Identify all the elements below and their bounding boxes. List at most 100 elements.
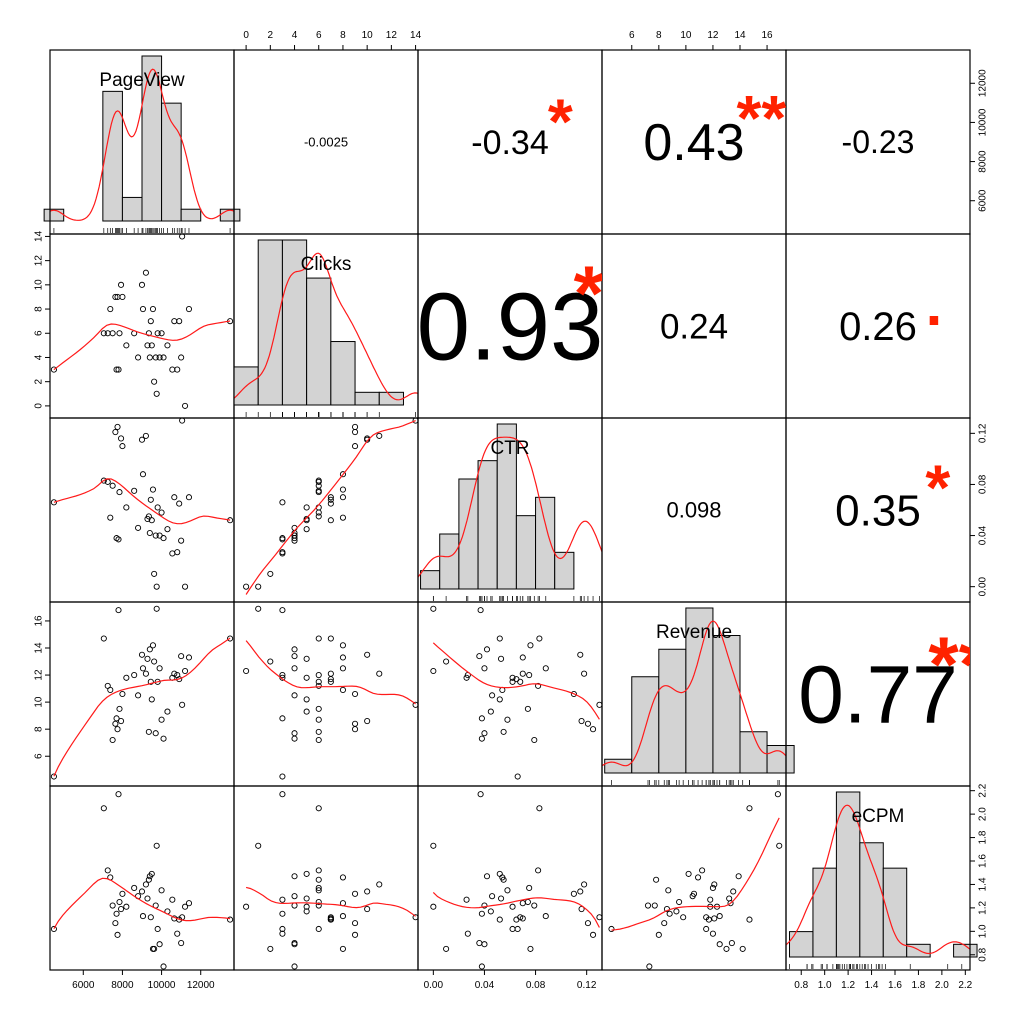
point-Revenue-vs-PageView-3 [107, 686, 114, 693]
correlation-label: -0.0025 [304, 135, 348, 150]
point-eCPM-vs-Revenue-0 [608, 925, 615, 933]
panel-frame [785, 785, 971, 971]
point-eCPM-vs-Clicks-29 [315, 887, 322, 894]
panel-frame [49, 417, 235, 603]
point-eCPM-vs-CTR-1 [536, 805, 543, 812]
point-eCPM-vs-PageView-34 [174, 930, 181, 937]
axis-tick-label: 0.12 [577, 980, 597, 991]
axis-tick-label: 1.4 [865, 980, 879, 991]
point-CTR-vs-PageView-21 [147, 496, 154, 503]
point-CTR-vs-Clicks-15 [364, 436, 371, 443]
hist-bar-Revenue-6 [766, 745, 795, 774]
point-Revenue-vs-CTR-19 [500, 728, 507, 735]
point-eCPM-vs-PageView-40 [227, 916, 234, 923]
point-Clicks-vs-PageView-10 [118, 281, 125, 288]
point-CTR-vs-PageView-39 [185, 494, 193, 501]
point-eCPM-vs-Clicks-17 [376, 881, 383, 888]
point-Revenue-vs-PageView-5 [112, 720, 119, 727]
point-eCPM-vs-PageView-39 [185, 900, 193, 907]
correlation-cell: 0.24 [660, 307, 728, 346]
hist-bar-eCPM-0 [789, 931, 814, 958]
point-Clicks-vs-PageView-23 [149, 306, 157, 313]
point-Revenue-vs-Clicks-8 [279, 607, 286, 614]
point-Clicks-vs-PageView-3 [107, 306, 114, 313]
point-CTR-vs-PageView-36 [178, 537, 185, 544]
point-eCPM-vs-Revenue-29 [665, 887, 672, 894]
point-Revenue-vs-CTR-39 [519, 654, 526, 661]
point-eCPM-vs-Revenue-13 [709, 884, 716, 892]
point-eCPM-vs-PageView-13 [131, 884, 138, 892]
hist-bar-CTR-7 [554, 551, 575, 590]
axis-tick-label: 12 [34, 669, 45, 681]
point-Revenue-vs-PageView-38 [182, 667, 189, 675]
point-Revenue-vs-PageView-12 [123, 674, 130, 681]
point-CTR-vs-PageView-34 [174, 549, 181, 556]
point-Revenue-vs-CTR-22 [496, 696, 503, 703]
point-Clicks-vs-PageView-18 [144, 342, 151, 349]
density-curve-PageView [49, 68, 235, 221]
point-eCPM-vs-PageView-2 [104, 867, 111, 874]
point-eCPM-vs-Clicks-6 [279, 910, 286, 917]
point-Revenue-vs-Clicks-28 [291, 665, 298, 672]
point-CTR-vs-PageView-30 [160, 535, 167, 542]
point-CTR-vs-PageView-35 [176, 500, 183, 507]
density-curve-CTR [417, 436, 603, 578]
axis-tick-label: 12 [707, 30, 719, 41]
point-CTR-vs-PageView-13 [131, 487, 138, 494]
hist-bar-CTR-5 [515, 515, 537, 590]
point-eCPM-vs-CTR-14 [489, 893, 496, 900]
point-eCPM-vs-Clicks-0 [279, 925, 286, 933]
point-Clicks-vs-PageView-36 [178, 354, 185, 361]
smoother-eCPM-vs-Clicks [245, 886, 416, 917]
point-CTR-vs-Clicks-11 [352, 443, 359, 450]
point-CTR-vs-PageView-20 [146, 529, 153, 537]
point-Revenue-vs-Clicks-11 [352, 690, 359, 698]
point-Revenue-vs-PageView-16 [139, 665, 147, 672]
point-CTR-vs-Clicks-38 [243, 583, 250, 590]
point-Revenue-vs-CTR-36 [476, 653, 483, 660]
axis-tick-label: 1.2 [978, 900, 989, 914]
point-eCPM-vs-Revenue-2 [699, 867, 706, 874]
point-CTR-vs-Clicks-31 [303, 526, 310, 533]
density-curve-Clicks [233, 252, 419, 401]
point-eCPM-vs-Revenue-5 [661, 920, 668, 927]
point-CTR-vs-PageView-5 [112, 429, 119, 436]
point-eCPM-vs-PageView-30 [160, 963, 167, 970]
smoother-Revenue-vs-Clicks [245, 640, 416, 705]
point-eCPM-vs-Revenue-4 [644, 902, 652, 909]
point-Revenue-vs-Clicks-10 [364, 718, 371, 725]
point-Revenue-vs-CTR-38 [430, 667, 437, 675]
point-eCPM-vs-PageView-21 [147, 914, 154, 921]
axis-tick-label: 0 [243, 30, 249, 41]
hist-bar-Revenue-1 [631, 676, 660, 774]
point-eCPM-vs-PageView-26 [153, 842, 160, 849]
point-CTR-vs-PageView-10 [118, 435, 125, 442]
point-CTR-vs-PageView-23 [149, 486, 157, 493]
panel-eCPM-CTR [430, 791, 603, 970]
point-eCPM-vs-Clicks-31 [303, 908, 310, 915]
point-Revenue-vs-PageView-39 [185, 654, 193, 661]
point-eCPM-vs-Clicks-19 [315, 876, 322, 883]
point-Revenue-vs-PageView-36 [178, 653, 185, 660]
point-eCPM-vs-Revenue-1 [746, 805, 753, 812]
point-Revenue-vs-PageView-23 [149, 642, 157, 649]
axis-tick-label: 10 [34, 279, 45, 291]
correlation-label: 0.24 [660, 307, 728, 346]
point-eCPM-vs-Revenue-20 [735, 873, 742, 880]
point-Revenue-vs-CTR-9 [524, 705, 531, 712]
axis-tick-label: 16 [34, 615, 45, 627]
point-CTR-vs-PageView-0 [50, 499, 57, 506]
point-Clicks-vs-PageView-34 [174, 366, 181, 373]
point-eCPM-vs-PageView-22 [148, 870, 155, 877]
point-eCPM-vs-Revenue-3 [695, 874, 702, 881]
point-Revenue-vs-Clicks-14 [291, 692, 298, 699]
variable-label-Revenue: Revenue [656, 622, 732, 643]
panel-eCPM-PageView [50, 791, 234, 970]
point-Clicks-vs-PageView-14 [135, 354, 142, 361]
point-Revenue-vs-Clicks-16 [339, 665, 346, 672]
point-eCPM-vs-Revenue-16 [716, 913, 723, 920]
point-eCPM-vs-CTR-16 [542, 913, 549, 920]
point-eCPM-vs-PageView-15 [138, 888, 146, 895]
axis-tick-label: 1.8 [911, 980, 925, 991]
point-Revenue-vs-CTR-13 [526, 672, 533, 679]
